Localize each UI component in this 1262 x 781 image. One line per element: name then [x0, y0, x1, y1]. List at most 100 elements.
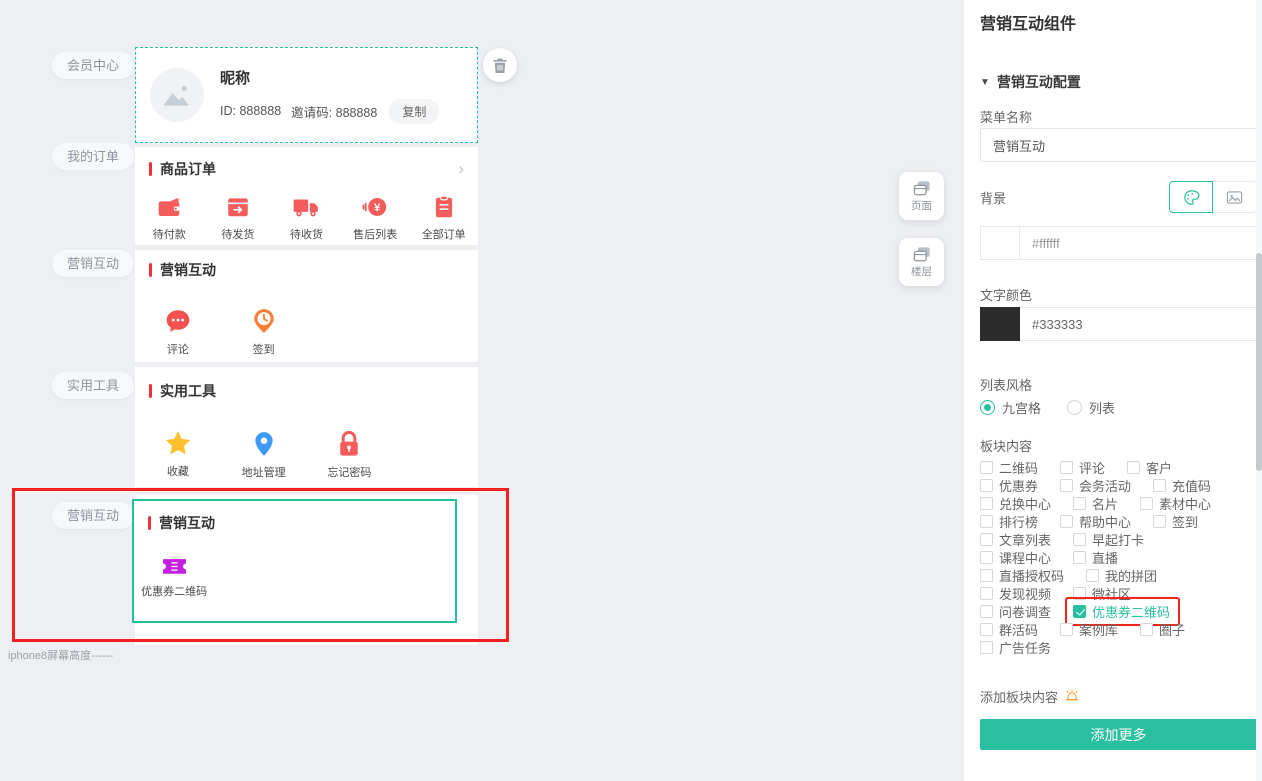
text-color-swatch[interactable] [980, 307, 1020, 341]
block-checkbox-material-center[interactable]: 素材中心 [1140, 494, 1211, 513]
truck-icon [294, 199, 319, 217]
config-section-header[interactable]: ▼ 营销互动配置 [980, 72, 1081, 92]
chevron-right-icon[interactable]: › [458, 159, 464, 178]
background-color-swatch[interactable] [980, 226, 1020, 260]
scrollbar-thumb[interactable] [1256, 253, 1262, 471]
order-list-icon [435, 195, 452, 218]
page-manager-button[interactable]: 页面 [899, 172, 944, 220]
menu-item-all-orders[interactable]: 全部订单 [409, 194, 478, 242]
block-checkbox-live[interactable]: 直播 [1073, 548, 1118, 567]
section-accent-bar [148, 516, 151, 530]
comment-icon [166, 310, 190, 332]
block-checkbox-micro-community[interactable]: 微社区 [1073, 584, 1131, 603]
radio-icon [980, 400, 995, 415]
copy-button[interactable]: 复制 [389, 98, 440, 124]
block-checkbox-events[interactable]: 会务活动 [1060, 476, 1131, 495]
builder-canvas: 会员中心 我的订单 营销互动 实用工具 营销互动 昵称 ID: 888888 [8, 47, 944, 662]
block-content-grid: 二维码 评论 客户 优惠券 会务活动 充值码 兑换中心 名片 素材中心 排行榜 … [980, 458, 1250, 656]
section-tag-member[interactable]: 会员中心 [52, 52, 135, 79]
menu-item-after-sales[interactable]: ¥ 售后列表 [341, 194, 410, 242]
block-checkbox-survey[interactable]: 问卷调查 [980, 602, 1051, 621]
layer-manager-button[interactable]: 楼层 [899, 238, 944, 286]
radio-grid-style[interactable]: 九宫格 [980, 398, 1041, 417]
block-checkbox-help-center[interactable]: 帮助中心 [1060, 512, 1131, 531]
block-checkbox-exchange-center[interactable]: 兑换中心 [980, 494, 1051, 513]
selected-marketing-section[interactable]: 营销互动 优惠券二维码 [132, 495, 478, 645]
tools-section-title: 实用工具 [160, 383, 216, 399]
image-mode-button[interactable] [1213, 181, 1257, 213]
user-id: ID: 888888 [220, 104, 282, 118]
block-checkbox-customers[interactable]: 客户 [1127, 458, 1172, 477]
package-icon [228, 198, 248, 217]
blocks-label: 板块内容 [980, 439, 1033, 454]
orders-section-title: 商品订单 [160, 161, 216, 177]
section-tag-tools[interactable]: 实用工具 [52, 372, 135, 399]
block-checkbox-my-group[interactable]: 我的拼团 [1086, 566, 1157, 585]
radio-list-style[interactable]: 列表 [1067, 398, 1115, 417]
selected-section-title: 营销互动 [159, 515, 215, 531]
menu-item-checkin[interactable]: 签到 [221, 307, 307, 357]
block-checkbox-recharge-code[interactable]: 充值码 [1153, 476, 1211, 495]
add-block-content-link[interactable]: 添加板块内容 [980, 687, 1080, 706]
menu-item-to-ship[interactable]: 待发货 [204, 194, 273, 242]
menu-name-label: 菜单名称 [980, 110, 1033, 125]
color-mode-button[interactable] [1169, 181, 1213, 213]
delete-button[interactable] [483, 48, 517, 82]
radio-icon [1067, 400, 1083, 415]
block-checkbox-articles[interactable]: 文章列表 [980, 530, 1051, 549]
section-tag-marketing2[interactable]: 营销互动 [52, 502, 135, 529]
menu-item-coupon-qrcode[interactable]: 优惠券二维码 [134, 558, 214, 599]
menu-item-pending-payment[interactable]: 待付款 [135, 194, 204, 242]
block-checkbox-checkin[interactable]: 签到 [1153, 512, 1198, 531]
block-checkbox-ad-task[interactable]: 广告任务 [980, 638, 1051, 657]
nickname: 昵称 [220, 69, 251, 87]
profile-card[interactable]: 昵称 ID: 888888 邀请码: 888888 复制 [135, 47, 478, 143]
section-accent-bar [149, 263, 152, 277]
block-checkbox-group-code[interactable]: 群活码 [980, 620, 1038, 639]
block-checkbox-discover-video[interactable]: 发现视频 [980, 584, 1051, 603]
background-type-toggle [1169, 181, 1257, 213]
menu-item-forgot-password[interactable]: 忘记密码 [307, 430, 393, 480]
tools-section[interactable]: 实用工具 收藏 地址管理 [135, 367, 478, 487]
marketing-section[interactable]: 营销互动 评论 [135, 250, 478, 362]
list-style-label: 列表风格 [980, 378, 1033, 393]
image-icon [1226, 190, 1243, 204]
block-checkbox-circle[interactable]: 圈子 [1140, 620, 1185, 639]
menu-item-comments[interactable]: 评论 [135, 307, 221, 357]
alarm-icon [1065, 689, 1079, 701]
image-placeholder-icon [163, 85, 189, 106]
block-checkbox-coupon[interactable]: 优惠券 [980, 476, 1038, 495]
block-checkbox-live-auth-code[interactable]: 直播授权码 [980, 566, 1064, 585]
coupon-icon [162, 559, 186, 574]
orders-section[interactable]: 商品订单 › 待付款 [135, 147, 478, 245]
block-checkbox-comments[interactable]: 评论 [1060, 458, 1105, 477]
block-checkbox-coupon-qrcode[interactable]: 优惠券二维码 [1065, 596, 1181, 626]
block-checkbox-ranking[interactable]: 排行榜 [980, 512, 1038, 531]
section-tag-orders[interactable]: 我的订单 [52, 143, 135, 170]
menu-name-input[interactable] [980, 128, 1257, 162]
add-more-button[interactable]: 添加更多 [980, 719, 1257, 750]
section-tag-marketing[interactable]: 营销互动 [52, 250, 135, 277]
menu-item-address[interactable]: 地址管理 [221, 430, 307, 480]
menu-item-to-receive[interactable]: 待收货 [272, 194, 341, 242]
svg-text:¥: ¥ [374, 202, 381, 214]
avatar [150, 68, 204, 122]
text-color-label: 文字颜色 [980, 288, 1033, 303]
background-color-row [980, 226, 1257, 260]
background-label: 背景 [980, 191, 1007, 206]
block-checkbox-case-library[interactable]: 案例库 [1060, 620, 1118, 639]
checkin-icon [253, 309, 274, 333]
scrollbar-track[interactable] [1256, 0, 1262, 781]
section-accent-bar [149, 384, 152, 398]
text-color-input[interactable] [1020, 307, 1257, 341]
menu-item-favorites[interactable]: 收藏 [135, 430, 221, 480]
block-checkbox-early-rise[interactable]: 早起打卡 [1073, 530, 1144, 549]
block-checkbox-business-card[interactable]: 名片 [1073, 494, 1118, 513]
selection-outline: 营销互动 优惠券二维码 [132, 499, 457, 623]
panel-title: 营销互动组件 [980, 16, 1077, 33]
block-checkbox-qrcode[interactable]: 二维码 [980, 458, 1038, 477]
block-checkbox-course-center[interactable]: 课程中心 [980, 548, 1051, 567]
screen-height-note: iphone8屏幕高度------ [8, 650, 114, 662]
background-color-input[interactable] [1020, 226, 1257, 260]
